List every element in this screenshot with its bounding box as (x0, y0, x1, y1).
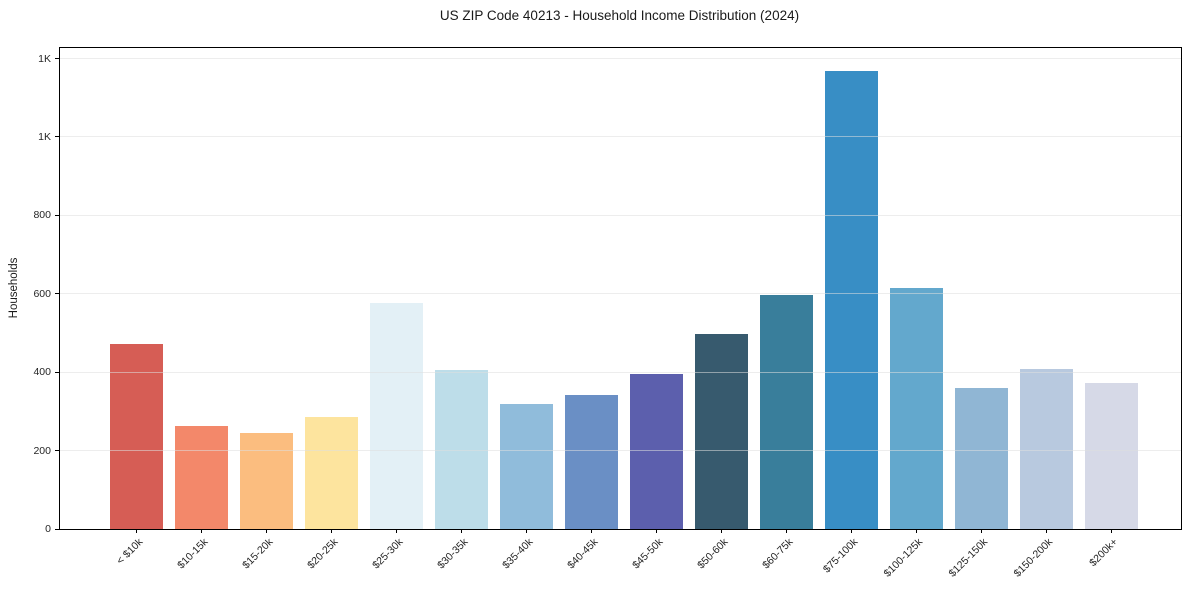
bar (110, 344, 163, 529)
y-tick-mark (55, 136, 60, 138)
gridline (60, 58, 1181, 60)
y-tick-mark (55, 293, 60, 295)
x-tick-mark (721, 529, 722, 533)
x-tick-label: $40-45k (564, 536, 600, 572)
gridline (60, 371, 1181, 373)
x-tick-mark (656, 529, 657, 533)
x-tick-mark (201, 529, 202, 533)
bar (435, 369, 488, 529)
gridline (60, 136, 1181, 138)
x-tick-label: $50-60k (694, 536, 730, 572)
x-tick-label: $60-75k (759, 536, 795, 572)
y-tick-label: 600 (33, 287, 51, 300)
x-tick-mark (916, 529, 917, 533)
bar (825, 71, 878, 529)
y-tick-label: 800 (33, 209, 51, 222)
bar (760, 295, 813, 529)
x-tick-label: $25-30k (369, 536, 405, 572)
gridline (60, 293, 1181, 295)
x-tick-label: $100-125k (881, 536, 925, 580)
x-tick-mark (1111, 529, 1112, 533)
y-tick-label: 400 (33, 366, 51, 379)
y-tick-mark (55, 371, 60, 373)
bar (630, 373, 683, 529)
bar (500, 403, 553, 529)
bar (695, 334, 748, 529)
x-tick-label: $45-50k (629, 536, 665, 572)
x-tick-label: $150-200k (1011, 536, 1055, 580)
chart-title: US ZIP Code 40213 - Household Income Dis… (439, 8, 800, 23)
y-tick-mark (55, 528, 60, 530)
y-tick-label: 1K (38, 130, 51, 143)
x-tick-mark (331, 529, 332, 533)
x-tick-label: $125-150k (946, 536, 990, 580)
bar (240, 433, 293, 529)
gridline (60, 214, 1181, 216)
gridline (60, 450, 1181, 452)
x-tick-label: $200k+ (1086, 536, 1120, 570)
x-tick-mark (461, 529, 462, 533)
y-axis-label: Households (8, 257, 20, 319)
x-tick-mark (591, 529, 592, 533)
x-tick-label: $10-15k (174, 536, 210, 572)
x-tick-mark (1046, 529, 1047, 533)
x-tick-label: $75-100k (820, 536, 860, 576)
y-tick-mark (55, 214, 60, 216)
x-tick-label: $35-40k (499, 536, 535, 572)
x-tick-label: $30-35k (434, 536, 470, 572)
x-tick-mark (786, 529, 787, 533)
y-tick-label: 200 (33, 444, 51, 457)
x-tick-label: $15-20k (239, 536, 275, 572)
x-tick-label: $20-25k (304, 536, 340, 572)
bar (1020, 369, 1073, 529)
plot-area: < $10k $10-15k $15-20k $20-25k $25-30k $30-35… (33, 47, 1182, 580)
bar (890, 287, 943, 529)
x-tick-mark (266, 529, 267, 533)
bar (1085, 382, 1138, 529)
x-tick-mark (851, 529, 852, 533)
x-tick-mark (981, 529, 982, 533)
y-tick-mark (55, 58, 60, 60)
x-tick-mark (136, 529, 137, 533)
y-tick-label: 1K (38, 52, 51, 65)
bar (370, 303, 423, 529)
bar (955, 387, 1008, 529)
x-tick-mark (526, 529, 527, 533)
x-tick-mark (396, 529, 397, 533)
y-tick-mark (55, 450, 60, 452)
bar (305, 416, 358, 529)
y-tick-label: 0 (45, 523, 51, 535)
bar (565, 394, 618, 529)
bar (175, 425, 228, 529)
x-tick-label: < $10k (113, 536, 145, 567)
